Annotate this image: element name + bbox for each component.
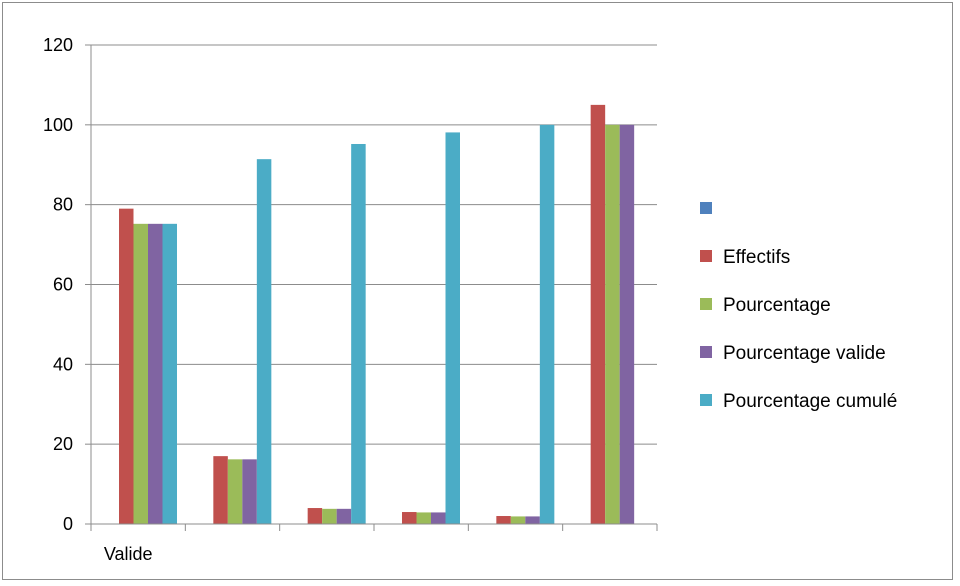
bar-pourcentage-valide xyxy=(525,516,540,524)
y-tick-label: 60 xyxy=(53,275,73,295)
bar-effectifs xyxy=(590,104,606,524)
axes: 0 20 40 60 80 100 120 Valide xyxy=(43,35,658,564)
bar-pourcentage xyxy=(416,512,431,524)
chart-frame: 0 20 40 60 80 100 120 Valide Effectifs Pourcenta… xyxy=(2,2,953,580)
bar-pourcentage-valide xyxy=(242,459,257,524)
x-tick-label: Valide xyxy=(104,544,153,564)
legend-label: Pourcentage cumulé xyxy=(723,391,897,412)
legend: Effectifs Pourcentage Pourcentage valide Po… xyxy=(700,202,897,412)
legend-swatch xyxy=(700,202,712,214)
bar-effectifs xyxy=(213,456,228,524)
bar-pourcentage-valide xyxy=(619,124,635,524)
gridlines xyxy=(91,44,657,445)
y-tick-label: 40 xyxy=(53,354,73,374)
bar-pourcentage-cumulé xyxy=(539,124,555,524)
bar-pourcentage-valide xyxy=(336,508,352,524)
bar-pourcentage xyxy=(322,508,337,524)
bar-pourcentage-valide xyxy=(431,512,446,524)
y-tick-label: 100 xyxy=(43,115,73,135)
bar-pourcentage-cumulé xyxy=(162,223,177,524)
y-tick-label: 120 xyxy=(43,35,73,55)
legend-label: Pourcentage valide xyxy=(723,343,886,364)
legend-label: Pourcentage xyxy=(723,295,831,316)
bar-pourcentage xyxy=(227,459,243,524)
bar-pourcentage-cumulé xyxy=(351,143,366,524)
bar-chart: 0 20 40 60 80 100 120 Valide Effectifs Pourcenta… xyxy=(43,35,897,564)
y-tick-label: 20 xyxy=(53,434,73,454)
legend-swatch xyxy=(700,250,712,262)
legend-swatch xyxy=(700,298,712,310)
legend-label: Effectifs xyxy=(723,247,790,268)
bar-pourcentage-cumulé xyxy=(256,159,272,524)
bar-pourcentage xyxy=(133,223,148,524)
bar-effectifs xyxy=(402,512,417,524)
bar-effectifs xyxy=(307,508,323,524)
legend-swatch xyxy=(700,394,712,406)
y-tick-label: 0 xyxy=(63,514,73,534)
bar-pourcentage xyxy=(605,124,620,524)
bar-effectifs xyxy=(119,208,134,525)
bar-pourcentage-cumulé xyxy=(445,132,460,525)
bar-effectifs xyxy=(496,516,511,524)
bar-pourcentage-valide xyxy=(148,223,163,524)
legend-swatch xyxy=(700,346,712,358)
y-tick-label: 80 xyxy=(53,195,73,215)
bar-pourcentage xyxy=(510,516,526,524)
bars xyxy=(119,104,635,525)
